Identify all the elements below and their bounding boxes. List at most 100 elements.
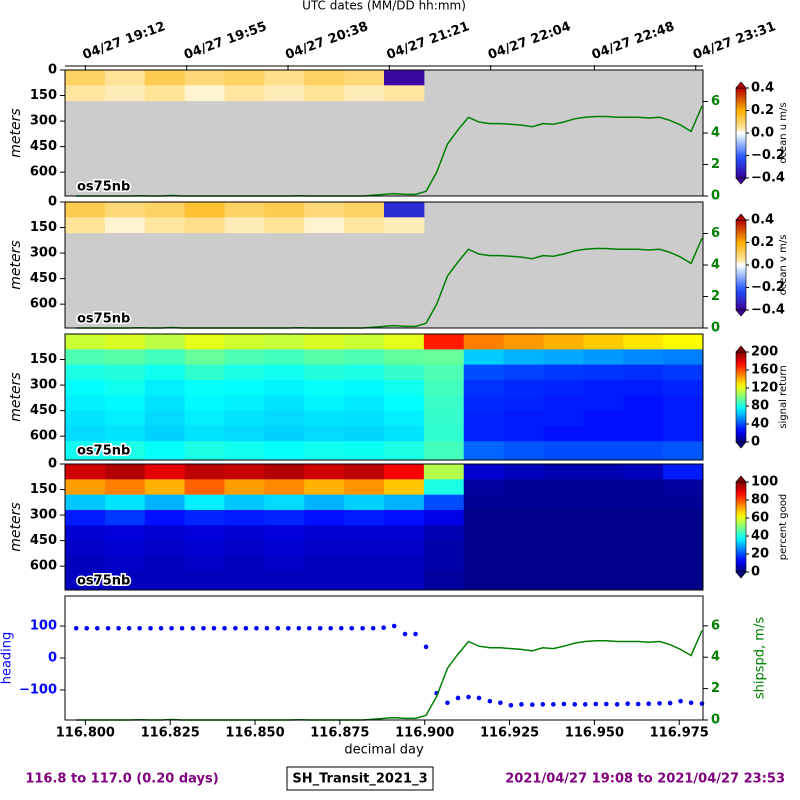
heatmap-cell — [623, 464, 664, 480]
heatmap-cell — [623, 494, 664, 511]
colorbar-tick-label: −0.2 — [751, 148, 785, 163]
heading-dot — [264, 625, 270, 631]
x-tick-label: 116.950 — [565, 726, 624, 741]
heatmap-cell — [224, 349, 265, 366]
heatmap-cell — [65, 349, 106, 366]
footer-left: 116.8 to 117.0 (0.20 days) — [25, 772, 218, 787]
heatmap-cell — [463, 410, 505, 427]
colorbar — [735, 481, 747, 573]
x2-tick-label: 04/27 20:38 — [283, 19, 370, 63]
heatmap-cell — [224, 364, 265, 381]
colorbar-tick-label: 0.0 — [751, 258, 774, 273]
heatmap-cell — [304, 364, 345, 381]
heatmap-cell — [264, 334, 305, 350]
panel-background — [65, 596, 703, 720]
heatmap-cell — [583, 540, 624, 557]
heatmap-cell — [224, 509, 265, 526]
heatmap-cell — [304, 555, 345, 572]
heading-dot — [254, 625, 259, 631]
heatmap-cell — [304, 464, 345, 480]
heatmap-cell — [543, 364, 584, 381]
heatmap-cell — [583, 410, 624, 427]
heatmap-cell — [264, 349, 305, 366]
heatmap-cell — [423, 425, 465, 442]
heatmap-cell — [503, 509, 544, 526]
heatmap-cell — [304, 334, 345, 350]
y-tick-label: 450 — [30, 403, 57, 418]
heatmap-cell — [65, 217, 106, 234]
heatmap-cell — [463, 364, 505, 381]
heatmap-cell — [463, 334, 505, 350]
heading-dot — [402, 631, 408, 637]
heatmap-cell — [384, 525, 425, 542]
heatmap-cell — [463, 479, 505, 496]
heatmap-cell — [304, 70, 345, 86]
heatmap-cell — [104, 540, 146, 557]
heading-dot — [179, 625, 185, 631]
heatmap-cell — [184, 540, 225, 557]
heatmap-cell — [224, 217, 265, 234]
heatmap-cell — [104, 441, 146, 461]
x2-axis-label: UTC dates (MM/DD hh:mm) — [302, 0, 466, 13]
heatmap-cell — [104, 494, 146, 511]
heading-dot — [678, 698, 683, 704]
heading-dot — [296, 625, 302, 631]
heatmap-cell — [304, 85, 345, 102]
heatmap-cell — [344, 441, 385, 461]
footer-box — [286, 766, 434, 791]
x-tick-label: 116.875 — [310, 726, 369, 741]
heatmap-cell — [344, 379, 385, 396]
colorbar-tick-label: 0.0 — [751, 126, 774, 141]
heatmap-cell — [264, 85, 305, 102]
heatmap-cell — [344, 464, 385, 480]
colorbar-tick-label: 200 — [751, 345, 778, 360]
heading-dot — [338, 625, 344, 631]
y2-tick-label: 6 — [711, 226, 720, 241]
heading-dot — [391, 623, 397, 629]
heading-dot — [614, 702, 620, 707]
y-tick-label: 300 — [30, 114, 57, 129]
heading-dot — [466, 694, 471, 700]
heatmap-cell — [304, 540, 345, 557]
colorbar-label: ocean u m/s — [778, 102, 789, 163]
heatmap-cell — [144, 202, 186, 218]
heatmap-cell — [304, 441, 345, 461]
colorbar-tick-label: 80 — [751, 399, 769, 414]
heatmap-cell — [65, 555, 106, 572]
heatmap-cell — [663, 509, 704, 526]
y2-tick-label: 6 — [711, 618, 720, 633]
heatmap-cell — [65, 364, 106, 381]
heatmap-cell — [184, 479, 225, 496]
heatmap-cell — [583, 349, 624, 366]
y-tick-label: 300 — [30, 246, 57, 261]
y-tick-label: 600 — [30, 559, 57, 574]
panel-frame — [64, 595, 704, 721]
heatmap-cell — [144, 571, 186, 591]
heatmap-cell — [663, 379, 704, 396]
footer-center: SH_Transit_2021_3 — [292, 772, 427, 787]
heatmap-cell — [184, 410, 225, 427]
heatmap-cell — [144, 525, 186, 542]
heatmap-cell — [423, 509, 465, 526]
y-axis-label: meters — [8, 372, 24, 421]
heatmap-cell — [144, 494, 186, 511]
heatmap-cell — [583, 555, 624, 572]
heatmap-cell — [144, 395, 186, 412]
colorbar-extend-bottom — [735, 309, 747, 317]
heatmap-cell — [344, 395, 385, 412]
heading-dot — [370, 625, 376, 631]
colorbar-tick-label: 0 — [751, 435, 760, 450]
heatmap-cell — [623, 364, 664, 381]
y2-tick-label: 0 — [711, 321, 720, 336]
colorbar-label: percent good — [778, 494, 789, 560]
heading-dot — [233, 625, 238, 631]
heatmap-cell — [264, 425, 305, 442]
heading-dot — [413, 631, 418, 637]
heatmap-cell — [184, 494, 225, 511]
colorbar — [735, 87, 747, 179]
heatmap-cell — [224, 425, 265, 442]
heatmap-cell — [663, 441, 704, 461]
heatmap-cell — [104, 479, 146, 496]
y-tick-label: 0 — [48, 651, 57, 666]
heatmap-cell — [104, 85, 146, 102]
